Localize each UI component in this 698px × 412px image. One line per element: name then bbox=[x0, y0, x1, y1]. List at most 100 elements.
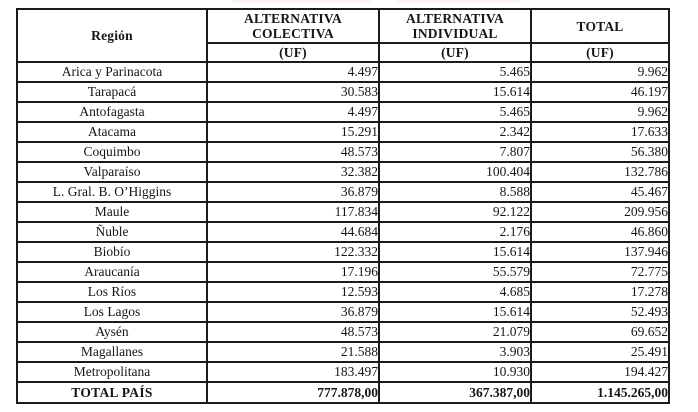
individual-value-cell: 3.903 bbox=[378, 341, 532, 363]
unit-header-uf-total: (UF) bbox=[530, 42, 670, 63]
region-name-cell: Maule bbox=[16, 201, 208, 223]
table-row: Valparaíso 32.382 100.404 132.786 bbox=[16, 161, 670, 183]
colectiva-value-cell: 48.573 bbox=[206, 141, 380, 163]
total-value-cell: 9.962 bbox=[530, 101, 670, 123]
table-row: Araucanía 17.196 55.579 72.775 bbox=[16, 261, 670, 283]
region-name-cell: Coquimbo bbox=[16, 141, 208, 163]
total-value-cell: 52.493 bbox=[530, 301, 670, 323]
individual-value-cell: 100.404 bbox=[378, 161, 532, 183]
colectiva-value-cell: 36.879 bbox=[206, 301, 380, 323]
table-header: Región ALTERNATIVA COLECTIVA ALTERNATIVA… bbox=[16, 8, 670, 63]
table-row: Aysén 48.573 21.079 69.652 bbox=[16, 321, 670, 343]
total-value-cell: 46.860 bbox=[530, 221, 670, 243]
colectiva-value-cell: 48.573 bbox=[206, 321, 380, 343]
individual-value-cell: 5.465 bbox=[378, 61, 532, 83]
column-header-alternativa-colectiva: ALTERNATIVA COLECTIVA bbox=[206, 8, 380, 44]
total-individual-value: 367.387,00 bbox=[378, 381, 532, 404]
individual-value-cell: 55.579 bbox=[378, 261, 532, 283]
colectiva-value-cell: 12.593 bbox=[206, 281, 380, 303]
table-row: Magallanes 21.588 3.903 25.491 bbox=[16, 341, 670, 363]
individual-value-cell: 5.465 bbox=[378, 101, 532, 123]
individual-value-cell: 2.176 bbox=[378, 221, 532, 243]
unit-header-uf-colectiva: (UF) bbox=[206, 42, 380, 63]
individual-value-cell: 15.614 bbox=[378, 241, 532, 263]
colectiva-value-cell: 17.196 bbox=[206, 261, 380, 283]
region-name-cell: Biobío bbox=[16, 241, 208, 263]
region-name-cell: Valparaíso bbox=[16, 161, 208, 183]
region-name-cell: Magallanes bbox=[16, 341, 208, 363]
individual-value-cell: 15.614 bbox=[378, 81, 532, 103]
region-name-cell: Atacama bbox=[16, 121, 208, 143]
table-footer: TOTAL PAÍS 777.878,00 367.387,00 1.145.2… bbox=[16, 381, 670, 404]
table-body: Arica y Parinacota 4.497 5.465 9.962 Tarapac… bbox=[16, 61, 670, 383]
region-name-cell: Los Ríos bbox=[16, 281, 208, 303]
table-row: Metropolitana 183.497 10.930 194.427 bbox=[16, 361, 670, 383]
individual-value-cell: 4.685 bbox=[378, 281, 532, 303]
total-row: TOTAL PAÍS 777.878,00 367.387,00 1.145.2… bbox=[16, 381, 670, 404]
table-row: Ñuble 44.684 2.176 46.860 bbox=[16, 221, 670, 243]
colectiva-value-cell: 4.497 bbox=[206, 101, 380, 123]
table-row: L. Gral. B. O’Higgins 36.879 8.588 45.467 bbox=[16, 181, 670, 203]
regional-uf-table: Región ALTERNATIVA COLECTIVA ALTERNATIVA… bbox=[16, 8, 670, 404]
total-colectiva-value: 777.878,00 bbox=[206, 381, 380, 404]
table-row: Coquimbo 48.573 7.807 56.380 bbox=[16, 141, 670, 163]
total-value-cell: 72.775 bbox=[530, 261, 670, 283]
colectiva-value-cell: 44.684 bbox=[206, 221, 380, 243]
colectiva-value-cell: 15.291 bbox=[206, 121, 380, 143]
total-value-cell: 137.946 bbox=[530, 241, 670, 263]
colectiva-value-cell: 30.583 bbox=[206, 81, 380, 103]
colectiva-value-cell: 21.588 bbox=[206, 341, 380, 363]
table-row: Los Lagos 36.879 15.614 52.493 bbox=[16, 301, 670, 323]
total-country-value: 1.145.265,00 bbox=[530, 381, 670, 404]
total-value-cell: 56.380 bbox=[530, 141, 670, 163]
region-name-cell: Antofagasta bbox=[16, 101, 208, 123]
total-value-cell: 132.786 bbox=[530, 161, 670, 183]
total-value-cell: 46.197 bbox=[530, 81, 670, 103]
header-row-units: (UF) (UF) (UF) bbox=[17, 42, 670, 63]
individual-value-cell: 7.807 bbox=[378, 141, 532, 163]
table-row: Antofagasta 4.497 5.465 9.962 bbox=[16, 101, 670, 123]
header-row-titles: Región ALTERNATIVA COLECTIVA ALTERNATIVA… bbox=[16, 8, 670, 63]
individual-value-cell: 10.930 bbox=[378, 361, 532, 383]
total-value-cell: 194.427 bbox=[530, 361, 670, 383]
unit-header-uf-individual: (UF) bbox=[378, 42, 532, 63]
total-value-cell: 25.491 bbox=[530, 341, 670, 363]
individual-value-cell: 2.342 bbox=[378, 121, 532, 143]
total-pais-label: TOTAL PAÍS bbox=[16, 381, 208, 404]
colectiva-value-cell: 183.497 bbox=[206, 361, 380, 383]
column-header-alternativa-individual: ALTERNATIVA INDIVIDUAL bbox=[378, 8, 532, 44]
individual-value-cell: 21.079 bbox=[378, 321, 532, 343]
individual-value-cell: 8.588 bbox=[378, 181, 532, 203]
colectiva-value-cell: 32.382 bbox=[206, 161, 380, 183]
individual-value-cell: 92.122 bbox=[378, 201, 532, 223]
region-name-cell: Aysén bbox=[16, 321, 208, 343]
colectiva-value-cell: 117.834 bbox=[206, 201, 380, 223]
region-name-cell: Arica y Parinacota bbox=[16, 61, 208, 83]
colectiva-value-cell: 122.332 bbox=[206, 241, 380, 263]
total-value-cell: 17.633 bbox=[530, 121, 670, 143]
table-row: Arica y Parinacota 4.497 5.465 9.962 bbox=[16, 61, 670, 83]
total-value-cell: 69.652 bbox=[530, 321, 670, 343]
total-value-cell: 9.962 bbox=[530, 61, 670, 83]
table-row: Atacama 15.291 2.342 17.633 bbox=[16, 121, 670, 143]
region-name-cell: Ñuble bbox=[16, 221, 208, 243]
region-name-cell: Araucanía bbox=[16, 261, 208, 283]
table-row: Biobío 122.332 15.614 137.946 bbox=[16, 241, 670, 263]
cropped-text-artifact bbox=[395, 0, 520, 3]
total-value-cell: 209.956 bbox=[530, 201, 670, 223]
total-value-cell: 45.467 bbox=[530, 181, 670, 203]
region-name-cell: Tarapacá bbox=[16, 81, 208, 103]
table-row: Maule 117.834 92.122 209.956 bbox=[16, 201, 670, 223]
region-name-cell: Los Lagos bbox=[16, 301, 208, 323]
column-header-region: Región bbox=[16, 8, 208, 63]
colectiva-value-cell: 36.879 bbox=[206, 181, 380, 203]
column-header-total: TOTAL bbox=[530, 8, 670, 44]
region-name-cell: L. Gral. B. O’Higgins bbox=[16, 181, 208, 203]
table-row: Los Ríos 12.593 4.685 17.278 bbox=[16, 281, 670, 303]
individual-value-cell: 15.614 bbox=[378, 301, 532, 323]
total-value-cell: 17.278 bbox=[530, 281, 670, 303]
table-row: Tarapacá 30.583 15.614 46.197 bbox=[16, 81, 670, 103]
cropped-text-artifact bbox=[232, 0, 372, 3]
region-name-cell: Metropolitana bbox=[16, 361, 208, 383]
